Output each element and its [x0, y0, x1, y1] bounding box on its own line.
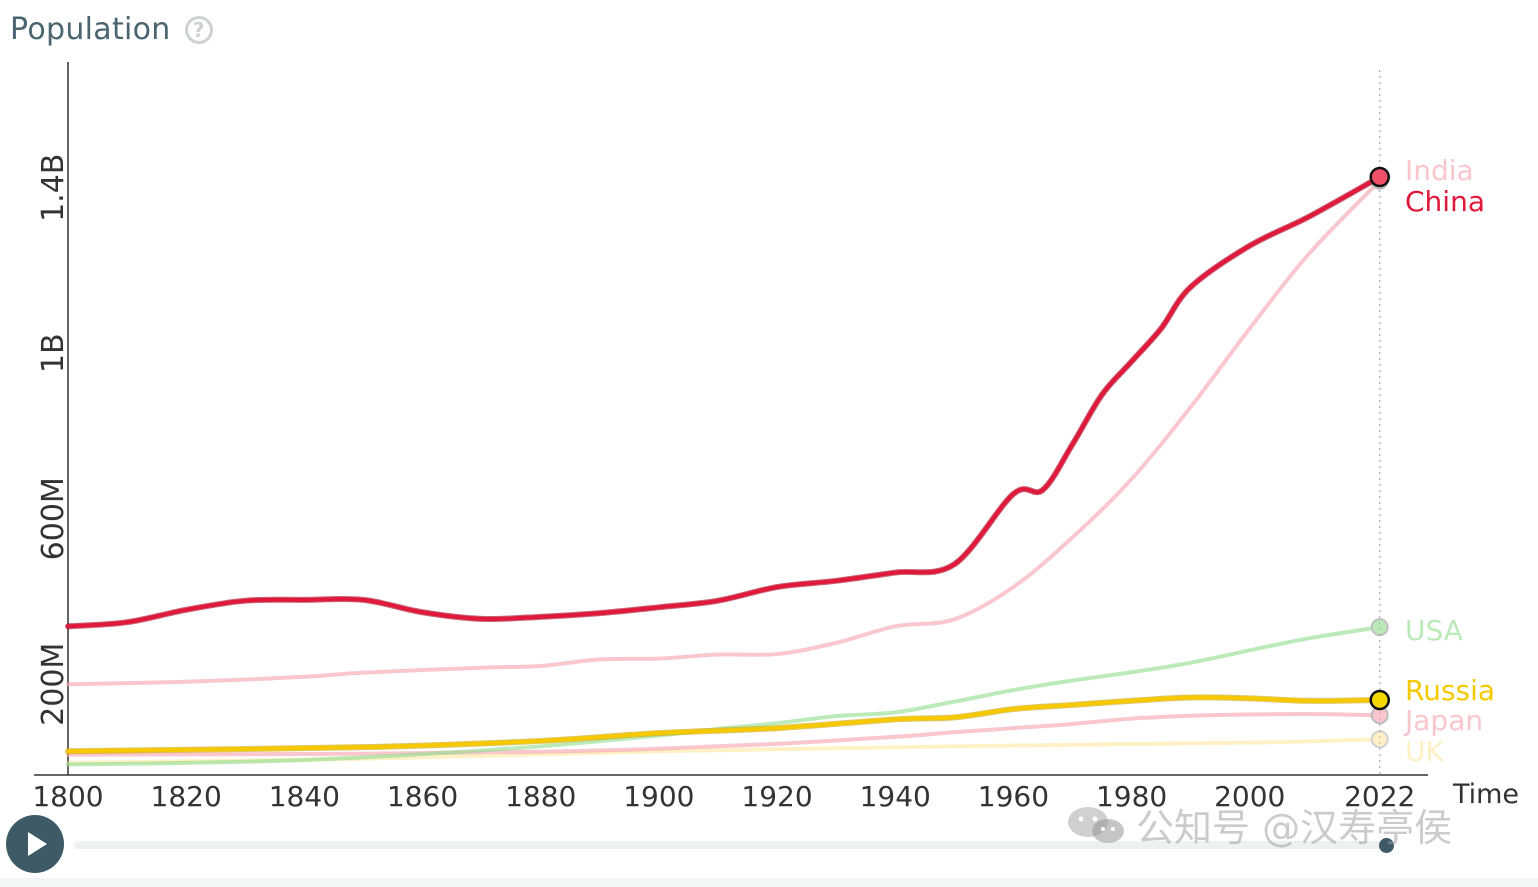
series-end-point: [1369, 166, 1390, 188]
series-line: [66, 695, 1382, 754]
bottom-strip: [0, 878, 1538, 887]
series-end-label: China: [1405, 185, 1485, 218]
series-russia: Russia: [65, 674, 1495, 755]
x-tick-label: 2000: [1214, 780, 1285, 813]
y-tick-label: 1.4B: [36, 154, 71, 222]
series-line: [66, 175, 1382, 629]
x-tick-label: 1820: [151, 780, 222, 813]
chart-title: Population: [10, 12, 171, 47]
chart-header: Population ?: [10, 12, 213, 47]
series-end-label: India: [1405, 154, 1474, 187]
x-tick-label: 1880: [505, 780, 576, 813]
timeline-slider-handle[interactable]: [1379, 838, 1394, 853]
series-usa: USA: [66, 614, 1463, 767]
series-line-outline: [65, 174, 1383, 630]
y-tick-label: 200M: [36, 643, 71, 726]
series-end-point: [1370, 730, 1389, 749]
x-tick-label: 1960: [978, 780, 1049, 813]
x-tick-label: 1800: [32, 780, 103, 813]
timeline-slider[interactable]: [74, 841, 1388, 849]
play-button[interactable]: [6, 815, 64, 873]
x-tick-label: 1860: [387, 780, 458, 813]
series-line: [66, 625, 1382, 767]
y-tick-label: 1B: [36, 333, 71, 373]
series-end-point: [1369, 689, 1390, 711]
x-tick-label: 2022: [1344, 780, 1415, 813]
timeline-controls: [0, 808, 1538, 887]
series-china: China: [65, 166, 1485, 630]
x-tick-label: 1940: [860, 780, 931, 813]
play-icon: [28, 832, 47, 856]
x-axis-label: Time: [1452, 779, 1519, 810]
x-tick-label: 1900: [623, 780, 694, 813]
series-india: India: [66, 154, 1474, 687]
question-circle-icon[interactable]: ?: [184, 15, 213, 44]
series-line: [66, 178, 1382, 687]
x-tick-label: 1920: [741, 780, 812, 813]
x-tick-label: 1840: [269, 780, 340, 813]
series-end-label: USA: [1405, 614, 1463, 647]
series-end-label: Russia: [1405, 674, 1495, 707]
series-end-point: [1370, 618, 1389, 637]
series-end-label: UK: [1405, 735, 1444, 768]
series-end-label: Japan: [1403, 704, 1483, 737]
y-tick-label: 600M: [36, 477, 71, 560]
